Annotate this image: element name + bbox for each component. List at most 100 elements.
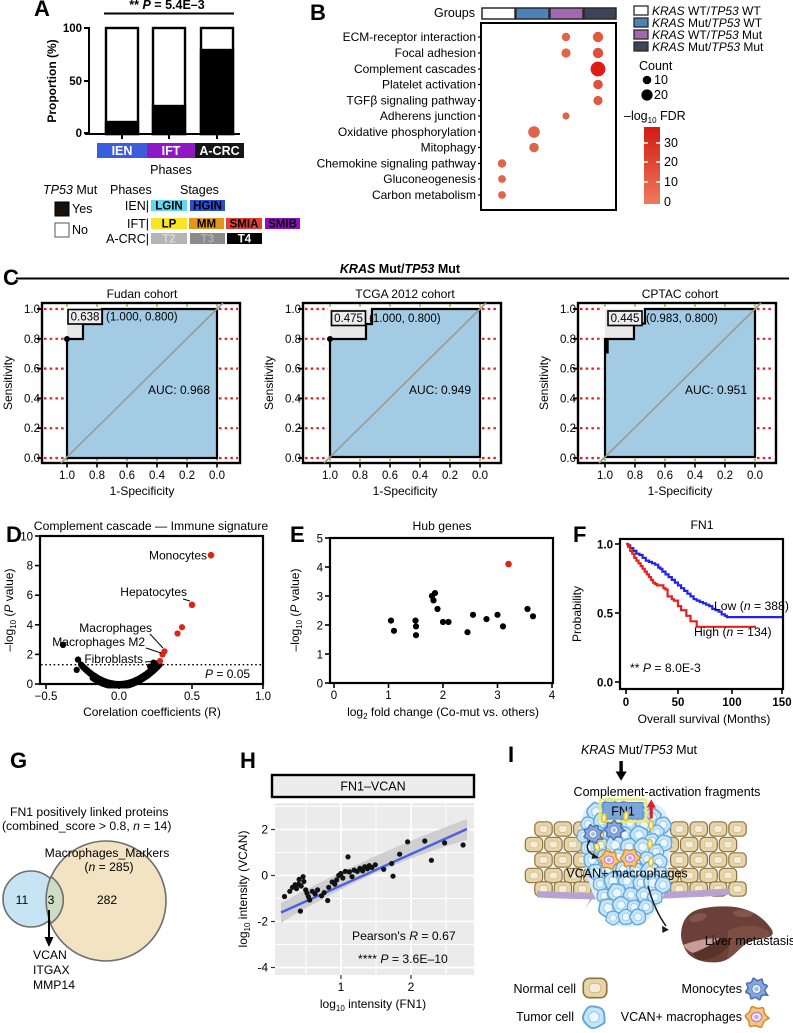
svg-text:−0.5: −0.5	[35, 691, 58, 703]
svg-text:0: 0	[317, 679, 323, 691]
svg-text:0.6: 0.6	[119, 470, 135, 482]
svg-text:B: B	[310, 0, 326, 25]
svg-text:30: 30	[664, 136, 678, 150]
svg-text:1-Specificity: 1-Specificity	[110, 484, 175, 498]
svg-text:Mitophagy: Mitophagy	[421, 141, 476, 155]
svg-text:0.2: 0.2	[179, 470, 195, 482]
svg-text:0: 0	[27, 679, 33, 691]
svg-text:Groups: Groups	[434, 6, 475, 20]
svg-text:100: 100	[63, 23, 82, 35]
svg-text:KRAS Mut/TP53 Mut: KRAS Mut/TP53 Mut	[581, 743, 698, 757]
svg-text:0: 0	[261, 869, 268, 883]
svg-text:** P = 5.4E–3: ** P = 5.4E–3	[129, 0, 204, 12]
svg-text:IEN|: IEN|	[125, 199, 149, 213]
svg-text:IEN: IEN	[112, 144, 133, 158]
svg-text:KRAS Mut/TP53 Mut: KRAS Mut/TP53 Mut	[652, 40, 764, 54]
svg-text:A-CRC|: A-CRC|	[106, 232, 149, 246]
svg-text:Complement cascade — Immune si: Complement cascade — Immune signature	[34, 519, 269, 533]
svg-text:P = 0.05: P = 0.05	[205, 667, 250, 681]
svg-text:0.2: 0.2	[717, 470, 733, 482]
svg-text:0.6: 0.6	[285, 364, 301, 376]
svg-text:2: 2	[27, 649, 33, 661]
svg-text:1.0: 1.0	[597, 540, 613, 552]
svg-text:C: C	[3, 265, 19, 290]
svg-text:Fudan cohort: Fudan cohort	[107, 287, 178, 301]
svg-text:0.0: 0.0	[747, 470, 763, 482]
svg-text:4: 4	[317, 563, 324, 575]
svg-text:H: H	[240, 748, 256, 773]
svg-text:8: 8	[27, 561, 33, 573]
svg-text:Sensitivity: Sensitivity	[1, 356, 15, 410]
svg-text:Adherens junction: Adherens junction	[380, 109, 476, 123]
svg-text:Probability: Probability	[570, 586, 584, 642]
svg-text:Carbon metabolism: Carbon metabolism	[372, 188, 476, 202]
svg-text:(n = 285): (n = 285)	[84, 860, 133, 874]
svg-text:0.2: 0.2	[442, 470, 458, 482]
svg-text:Overall survival (Months): Overall survival (Months)	[638, 712, 771, 726]
svg-text:LP: LP	[162, 219, 177, 231]
svg-text:0.638: 0.638	[71, 312, 100, 324]
svg-text:A-CRC: A-CRC	[199, 144, 239, 158]
svg-text:5: 5	[317, 534, 323, 546]
svg-text:Complement cascades: Complement cascades	[354, 62, 476, 76]
svg-text:0.5: 0.5	[184, 691, 200, 703]
svg-text:0.0: 0.0	[285, 453, 301, 465]
svg-text:D: D	[6, 522, 22, 547]
svg-text:Focal adhesion: Focal adhesion	[395, 46, 476, 60]
svg-text:MM: MM	[197, 219, 216, 231]
svg-text:3: 3	[317, 592, 323, 604]
svg-text:VCAN+ macrophages: VCAN+ macrophages	[566, 867, 687, 881]
svg-text:G: G	[10, 748, 27, 773]
svg-text:0.2: 0.2	[560, 423, 576, 435]
svg-text:2: 2	[408, 980, 415, 994]
svg-text:CPTAC cohort: CPTAC cohort	[642, 287, 719, 301]
svg-text:log10 intensity (VCAN): log10 intensity (VCAN)	[236, 831, 252, 948]
svg-text:AUC: 0.951: AUC: 0.951	[685, 383, 747, 397]
svg-text:0.6: 0.6	[24, 364, 40, 376]
svg-text:0.8: 0.8	[627, 470, 643, 482]
svg-text:282: 282	[97, 893, 118, 907]
svg-text:T4: T4	[238, 234, 252, 246]
svg-text:0.0: 0.0	[597, 678, 613, 690]
svg-text:2: 2	[317, 621, 323, 633]
svg-text:0: 0	[623, 697, 629, 709]
svg-text:1.0: 1.0	[24, 304, 40, 316]
svg-text:–log10 (P value): –log10 (P value)	[288, 569, 304, 652]
svg-text:0.4: 0.4	[560, 393, 577, 405]
svg-text:0: 0	[664, 195, 671, 209]
svg-text:HGIN: HGIN	[193, 201, 222, 213]
svg-text:AUC: 0.949: AUC: 0.949	[409, 383, 471, 397]
svg-text:10: 10	[664, 175, 678, 189]
svg-text:Yes: Yes	[72, 202, 92, 216]
svg-text:0.5: 0.5	[597, 609, 614, 621]
svg-text:SMIB: SMIB	[268, 219, 297, 231]
svg-text:ITGAX: ITGAX	[33, 963, 70, 977]
svg-text:VCAN: VCAN	[33, 948, 67, 962]
svg-text:T3: T3	[201, 234, 214, 246]
svg-text:150: 150	[772, 697, 791, 709]
svg-text:Normal cell: Normal cell	[513, 982, 576, 996]
svg-text:Sensitivity: Sensitivity	[537, 356, 551, 410]
svg-text:Corelation coefficients (R): Corelation coefficients (R)	[83, 705, 221, 719]
svg-text:E: E	[290, 522, 305, 547]
svg-text:1.0: 1.0	[59, 470, 75, 482]
svg-text:Phases: Phases	[150, 163, 192, 177]
svg-text:TGFβ signaling pathway: TGFβ signaling pathway	[346, 94, 476, 108]
svg-text:1: 1	[385, 690, 391, 702]
svg-text:TCGA 2012 cohort: TCGA 2012 cohort	[355, 287, 455, 301]
svg-text:IFT: IFT	[162, 144, 181, 158]
svg-text:0.0: 0.0	[111, 691, 127, 703]
svg-text:No: No	[72, 223, 88, 237]
svg-text:Monocytes: Monocytes	[682, 982, 742, 996]
svg-text:6: 6	[27, 590, 33, 602]
svg-text:(0.983, 0.800): (0.983, 0.800)	[646, 313, 718, 325]
svg-text:Oxidative phosphorylation: Oxidative phosphorylation	[338, 125, 476, 139]
svg-text:Complement-activation fragment: Complement-activation fragments	[574, 785, 761, 799]
svg-text:50: 50	[69, 76, 82, 88]
svg-text:**** P = 3.6E–10: **** P = 3.6E–10	[358, 952, 448, 966]
svg-text:Chemokine signaling pathway: Chemokine signaling pathway	[317, 157, 476, 171]
svg-text:T2: T2	[162, 234, 175, 246]
svg-text:–log10 FDR: –log10 FDR	[624, 109, 686, 125]
svg-text:0.0: 0.0	[209, 470, 225, 482]
svg-text:0.475: 0.475	[334, 313, 363, 325]
